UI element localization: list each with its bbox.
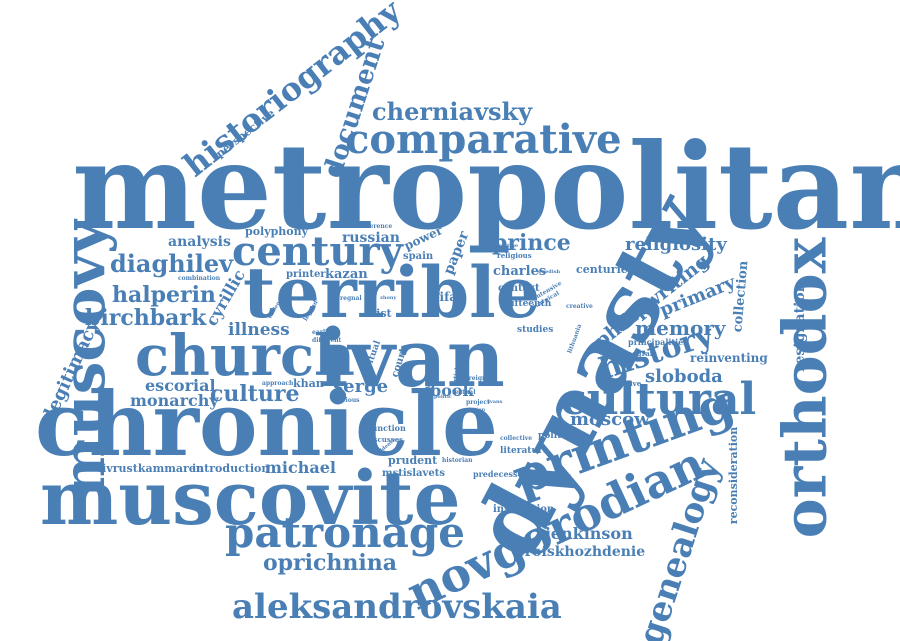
word-proiskhozhdenie: proiskhozhdenie <box>515 544 646 560</box>
word-reconsideration: reconsideration <box>727 426 741 525</box>
word-khan: khan <box>293 377 324 390</box>
word-literature: literature <box>500 446 549 456</box>
word-charles: charles <box>493 264 547 279</box>
word-resignation: resignation <box>791 282 808 372</box>
word-printer: printer <box>286 269 326 280</box>
word-politic: politic <box>434 394 452 400</box>
word-muscovite: muscovite <box>40 456 461 542</box>
word-foreign: foreign <box>462 375 487 382</box>
word-ivans: ivans <box>488 399 503 405</box>
word-russian: russian <box>342 230 400 246</box>
word-birchbark: birchbark <box>85 305 207 331</box>
word-cherniavsky: cherniavsky <box>372 97 533 126</box>
word-swedish: swedish <box>538 269 561 275</box>
word-jenkinson: jenkinson <box>545 524 633 543</box>
word-comparative: comparative <box>345 116 622 163</box>
word-prestige: prestige <box>495 243 519 249</box>
word-list: list <box>372 307 392 320</box>
word-terrible: terrible <box>243 251 541 334</box>
word-analysis: analysis <box>168 234 231 250</box>
word-centuries: centuries <box>576 263 634 276</box>
word-earliest: earliest <box>312 329 338 336</box>
word-diaghilev: diaghilev <box>110 249 234 278</box>
word-various: various <box>335 397 360 404</box>
word-collective: collective <box>500 435 533 442</box>
word-discusses: discusses <box>366 435 404 444</box>
word-historian: historian <box>442 457 473 464</box>
word-illness: illness <box>228 320 290 340</box>
word-escorial: escorial <box>145 376 216 395</box>
word-combination: combination <box>178 275 221 282</box>
word-distinctive: distinctive <box>600 379 642 388</box>
word-function: function <box>368 423 406 433</box>
word-fifteenth: fifteenth <box>508 299 552 309</box>
word-moscow: moscow <box>570 409 650 430</box>
word-reinventing: reinventing <box>690 351 768 365</box>
word-introduction: introduction <box>192 462 270 475</box>
word-cultural: cultural <box>560 374 757 425</box>
word-prince: prince <box>492 230 571 256</box>
word-monarchy: monarchy <box>130 391 219 410</box>
word-textual: textual <box>452 389 476 396</box>
word-different: different <box>312 337 342 344</box>
word-spain: spain <box>403 251 434 262</box>
word-principalities: principalities <box>628 337 688 347</box>
word-memory: memory <box>635 316 726 340</box>
word-chronicle: chronicle <box>35 372 499 476</box>
word-oprichnina: oprichnina <box>263 550 397 576</box>
word-kazan: kazan <box>325 267 368 282</box>
word-halperin: halperin <box>112 282 216 308</box>
word-culture: culture <box>210 381 300 407</box>
word-prudent: prudent <box>388 454 438 467</box>
word-predecessor: predecessor <box>473 469 528 479</box>
word-political: political <box>538 431 580 441</box>
word-religious: religious <box>497 251 532 260</box>
word-zhony: zhony <box>380 295 397 301</box>
word-relation: relation <box>463 407 486 413</box>
word-approach: approach <box>262 380 294 387</box>
word-collection: collection <box>730 260 752 333</box>
word-inscription: inscription <box>493 504 555 515</box>
word-ivan: ivan <box>318 311 505 405</box>
word-century: century <box>232 228 403 275</box>
word-metropolitan: metropolitan <box>72 117 900 256</box>
word-patronage: patronage <box>225 508 465 557</box>
word-lifar: lifar <box>435 290 464 304</box>
word-serge: serge <box>333 376 389 397</box>
word-book: book <box>430 381 474 400</box>
word-project: project <box>466 399 490 406</box>
word-ideogram: ideogram <box>620 349 658 358</box>
word-religiosity: religiosity <box>625 234 727 255</box>
word-michael: michael <box>265 458 337 477</box>
word-regnal: regnal <box>340 295 362 302</box>
word-reference: reference <box>360 223 393 230</box>
word-sloboda: sloboda <box>645 366 723 387</box>
word-studies: studies <box>517 325 554 335</box>
word-aleksandrovskaia: aleksandrovskaia <box>232 587 562 627</box>
word-context: context <box>498 283 540 294</box>
word-mstislavets: mstislavets <box>382 468 445 479</box>
word-creative: creative <box>566 303 593 310</box>
word-livrustkammaren: livrustkammaren <box>98 462 204 475</box>
word-church: church <box>135 323 355 389</box>
word-polyphony: polyphony <box>245 225 309 238</box>
